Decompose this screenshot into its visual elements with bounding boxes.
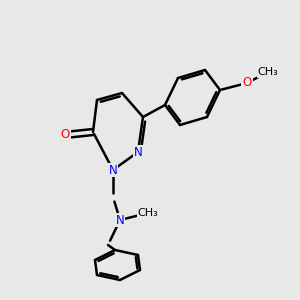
Text: N: N bbox=[109, 164, 117, 176]
Text: N: N bbox=[116, 214, 124, 226]
Text: O: O bbox=[60, 128, 70, 142]
Text: O: O bbox=[242, 76, 252, 89]
Text: CH₃: CH₃ bbox=[258, 67, 278, 77]
Text: CH₃: CH₃ bbox=[138, 208, 158, 218]
Text: N: N bbox=[134, 146, 142, 158]
